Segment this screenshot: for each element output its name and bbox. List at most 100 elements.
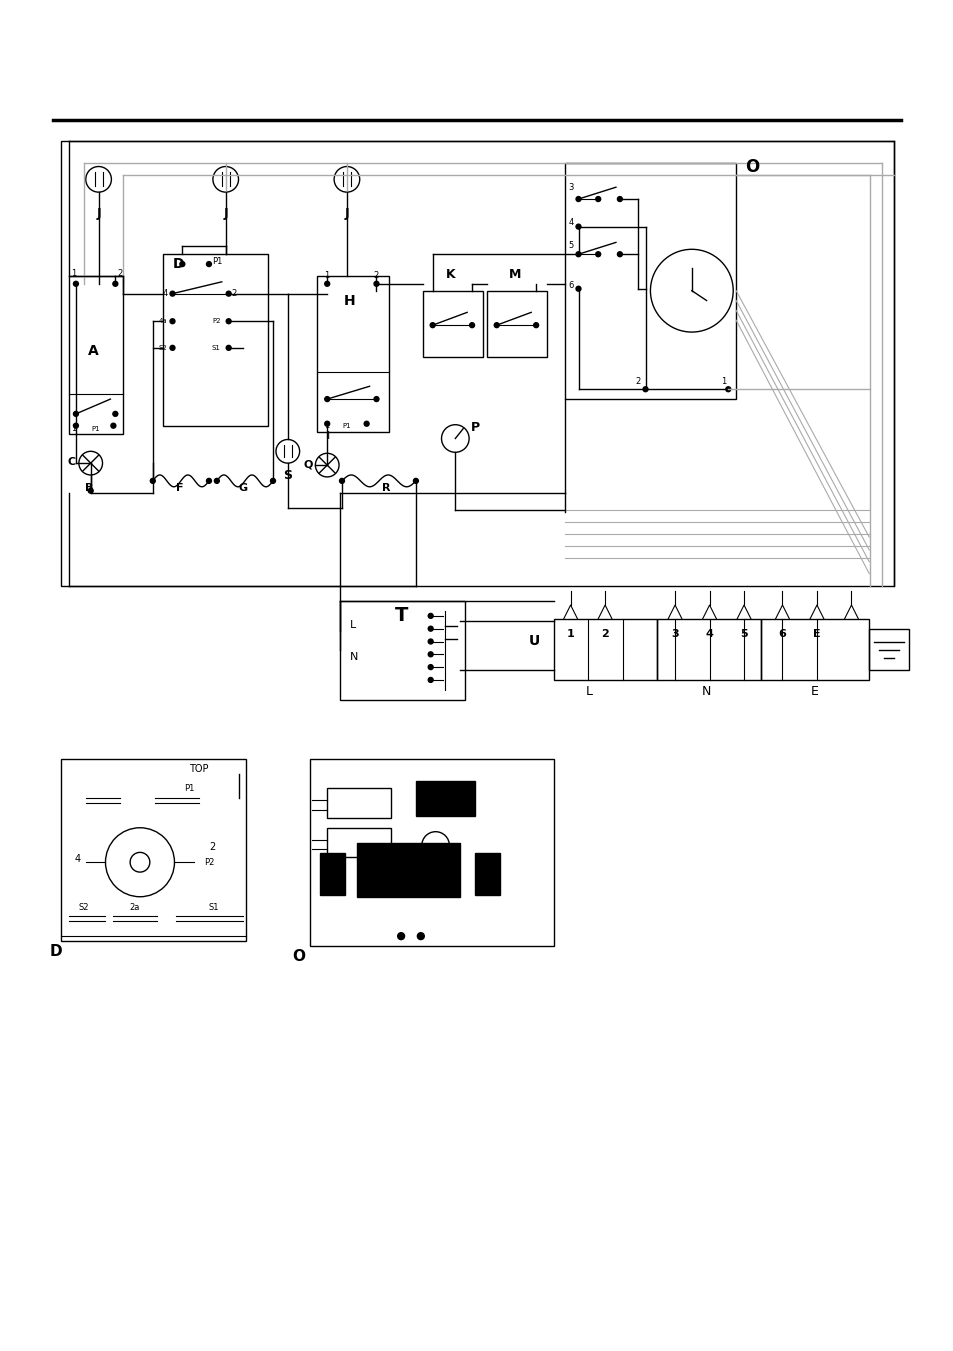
Circle shape: [112, 281, 117, 286]
Circle shape: [151, 478, 155, 484]
Circle shape: [73, 281, 78, 286]
Text: S1: S1: [212, 345, 220, 351]
Text: J: J: [96, 207, 101, 220]
Text: 4: 4: [162, 289, 168, 297]
Text: 6: 6: [568, 281, 574, 289]
Circle shape: [339, 478, 344, 484]
Text: 4: 4: [74, 854, 81, 865]
Circle shape: [617, 251, 621, 257]
Circle shape: [617, 197, 621, 201]
Circle shape: [725, 386, 730, 392]
Text: J: J: [344, 207, 349, 220]
Circle shape: [576, 286, 580, 292]
Circle shape: [428, 613, 433, 619]
Text: M: M: [509, 267, 521, 281]
FancyBboxPatch shape: [320, 854, 345, 894]
Text: 1: 1: [566, 628, 574, 639]
Text: A: A: [89, 343, 99, 358]
Text: E: E: [812, 628, 820, 639]
Text: B: B: [85, 482, 92, 493]
Circle shape: [170, 346, 174, 350]
Text: 2a: 2a: [130, 902, 140, 912]
Circle shape: [576, 251, 580, 257]
Circle shape: [206, 262, 212, 266]
Circle shape: [595, 251, 600, 257]
Text: 2: 2: [117, 269, 122, 278]
Text: 4: 4: [705, 628, 713, 639]
Circle shape: [428, 677, 433, 682]
Text: 5: 5: [568, 242, 574, 250]
Circle shape: [413, 478, 418, 484]
Text: 2: 2: [635, 377, 640, 386]
Text: R: R: [382, 482, 390, 493]
Text: T: T: [394, 605, 407, 624]
Circle shape: [374, 397, 378, 401]
Text: 2: 2: [600, 628, 608, 639]
FancyBboxPatch shape: [356, 843, 459, 897]
Circle shape: [533, 323, 538, 328]
Text: C: C: [68, 457, 76, 467]
Text: F: F: [175, 482, 183, 493]
Text: S1: S1: [209, 902, 219, 912]
Text: K: K: [445, 267, 455, 281]
Text: 2: 2: [374, 270, 378, 280]
Text: N: N: [701, 685, 711, 697]
Text: D: D: [172, 257, 184, 272]
Text: TOP: TOP: [189, 763, 209, 774]
Circle shape: [180, 262, 185, 266]
Text: E: E: [810, 685, 818, 697]
Circle shape: [271, 478, 275, 484]
Circle shape: [226, 292, 231, 296]
Circle shape: [73, 423, 78, 428]
Circle shape: [642, 386, 647, 392]
Text: O: O: [744, 158, 759, 177]
Text: 2: 2: [209, 843, 214, 852]
Text: N: N: [350, 653, 358, 662]
Circle shape: [576, 197, 580, 201]
Text: 5: 5: [740, 628, 747, 639]
Circle shape: [576, 224, 580, 230]
Text: H: H: [344, 295, 355, 308]
Circle shape: [111, 423, 115, 428]
FancyBboxPatch shape: [475, 854, 499, 894]
Text: P2: P2: [204, 858, 213, 867]
Text: S: S: [283, 469, 292, 482]
Circle shape: [374, 281, 378, 286]
Circle shape: [73, 412, 78, 416]
Text: 1: 1: [324, 270, 329, 280]
Circle shape: [595, 197, 600, 201]
Text: L: L: [350, 620, 355, 630]
FancyBboxPatch shape: [416, 781, 475, 816]
Circle shape: [214, 478, 219, 484]
Text: S2: S2: [78, 902, 89, 912]
Text: 4a: 4a: [159, 319, 168, 324]
Text: 1: 1: [720, 377, 726, 386]
Text: S2: S2: [158, 345, 168, 351]
Text: P2: P2: [212, 319, 220, 324]
Text: 4: 4: [568, 218, 574, 227]
Circle shape: [170, 292, 174, 296]
Text: U: U: [529, 635, 540, 648]
Circle shape: [417, 932, 424, 939]
Text: 1: 1: [71, 424, 76, 432]
FancyBboxPatch shape: [327, 789, 391, 817]
Text: 1: 1: [324, 420, 329, 430]
Text: P1: P1: [212, 257, 222, 266]
Text: P1: P1: [91, 426, 100, 431]
Circle shape: [112, 412, 117, 416]
Text: G: G: [238, 482, 248, 493]
Text: 6: 6: [778, 628, 785, 639]
Circle shape: [324, 397, 330, 401]
Text: D: D: [50, 944, 62, 959]
Circle shape: [430, 323, 435, 328]
Text: L: L: [585, 685, 592, 697]
Text: 2: 2: [232, 289, 236, 297]
Text: 3: 3: [671, 628, 679, 639]
Text: O: O: [293, 948, 305, 963]
Text: P: P: [471, 420, 479, 434]
Circle shape: [469, 323, 474, 328]
Circle shape: [428, 651, 433, 657]
Text: I: I: [327, 431, 330, 440]
Circle shape: [324, 422, 330, 426]
Circle shape: [428, 665, 433, 670]
